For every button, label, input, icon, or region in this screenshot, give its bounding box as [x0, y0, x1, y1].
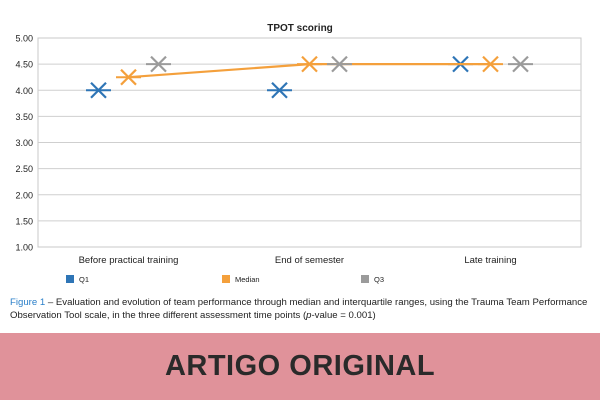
- y-tick-label: 3.00: [15, 138, 33, 148]
- x-tick-label: Late training: [464, 255, 516, 266]
- legend-item-q3: Q3: [361, 275, 384, 284]
- point-cross-b: [271, 81, 288, 99]
- point-cross-b: [512, 55, 529, 73]
- series-marks: [86, 55, 533, 99]
- legend-swatch: [66, 275, 74, 283]
- legend-swatch: [222, 275, 230, 283]
- data-point-q3: [146, 55, 171, 73]
- point-cross-b: [150, 55, 167, 73]
- data-point-median: [478, 55, 503, 73]
- y-tick-label: 3.50: [15, 112, 33, 122]
- legend-item-q1: Q1: [66, 275, 89, 284]
- series-median: [116, 55, 503, 86]
- x-tick-label: Before practical training: [79, 255, 179, 266]
- y-tick-label: 1.00: [15, 243, 33, 253]
- point-cross-b: [301, 55, 318, 73]
- figure-caption: Figure 1 – Evaluation and evolution of t…: [10, 296, 592, 322]
- data-point-q3: [508, 55, 533, 73]
- y-axis-ticks: 1.00 1.50 2.00 2.50 3.00 3.50 4.00 4.50 5.00: [15, 34, 33, 253]
- data-point-median: [297, 55, 322, 73]
- point-cross-b: [482, 55, 499, 73]
- series-q3: [146, 55, 533, 73]
- data-point-median: [116, 68, 141, 86]
- x-tick-label: End of semester: [275, 255, 344, 266]
- caption-text-end: -value = 0.001): [311, 310, 376, 321]
- section-banner: ARTIGO ORIGINAL: [0, 333, 600, 400]
- chart-title: TPOT scoring: [267, 23, 333, 34]
- caption-italic-p: p: [306, 310, 312, 321]
- y-tick-label: 1.50: [15, 216, 33, 226]
- data-point-q1: [86, 81, 111, 99]
- legend-item-median: Median: [222, 275, 260, 284]
- caption-text-start: – Evaluation and evolution of team perfo…: [10, 297, 588, 321]
- y-tick-label: 5.00: [15, 34, 33, 44]
- legend-swatch: [361, 275, 369, 283]
- legend-label: Q3: [374, 275, 384, 284]
- y-tick-label: 4.00: [15, 86, 33, 96]
- legend-label: Median: [235, 275, 260, 284]
- tpot-chart: 1.00 1.50 2.00 2.50 3.00 3.50 4.00 4.50 5.00 Bef…: [15, 23, 582, 284]
- point-cross-b: [90, 81, 107, 99]
- data-point-q1: [267, 81, 292, 99]
- banner-title: ARTIGO ORIGINAL: [164, 350, 436, 382]
- legend-label: Q1: [79, 275, 89, 284]
- x-axis-ticks: Before practical training End of semester…: [79, 255, 517, 266]
- y-tick-label: 4.50: [15, 60, 33, 70]
- figure-label: Figure 1: [10, 297, 46, 308]
- y-tick-label: 2.00: [15, 190, 33, 200]
- data-point-q3: [327, 55, 352, 73]
- chart-legend: Q1 Median Q3: [66, 275, 384, 284]
- point-cross-b: [331, 55, 348, 73]
- y-tick-label: 2.50: [15, 164, 33, 174]
- point-cross-b: [120, 68, 137, 86]
